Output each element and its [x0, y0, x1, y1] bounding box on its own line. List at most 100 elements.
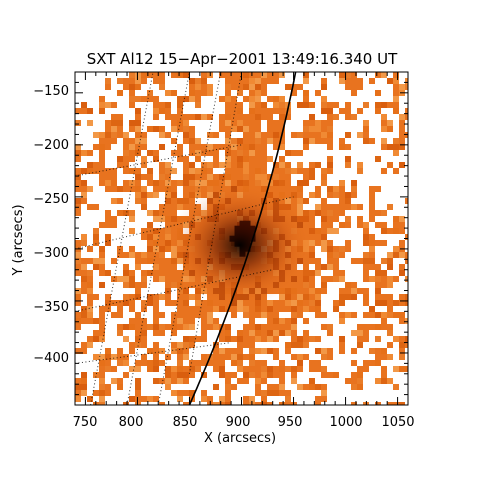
- image-pixel: [249, 144, 255, 150]
- image-pixel: [261, 402, 267, 405]
- image-pixel: [219, 396, 225, 402]
- image-pixel: [243, 306, 249, 312]
- image-pixel: [105, 300, 111, 306]
- missing-pixel: [141, 126, 147, 132]
- missing-pixel: [111, 150, 123, 156]
- missing-pixel: [105, 150, 111, 162]
- missing-pixel: [345, 120, 351, 126]
- missing-pixel: [345, 186, 351, 192]
- missing-pixel: [195, 372, 201, 378]
- image-pixel: [135, 198, 141, 204]
- image-pixel: [195, 78, 201, 84]
- image-pixel: [207, 84, 213, 90]
- missing-pixel: [117, 228, 129, 234]
- image-pixel: [207, 90, 213, 96]
- image-pixel: [243, 168, 249, 174]
- image-pixel: [183, 174, 189, 180]
- image-pixel: [237, 354, 243, 360]
- image-pixel: [147, 222, 153, 228]
- image-pixel: [129, 180, 135, 186]
- missing-pixel: [381, 264, 387, 270]
- image-pixel: [399, 354, 405, 360]
- image-pixel: [75, 174, 81, 180]
- image-pixel: [303, 216, 309, 222]
- image-pixel: [357, 384, 363, 390]
- image-pixel: [189, 90, 195, 96]
- image-pixel: [303, 78, 309, 84]
- image-pixel: [225, 324, 231, 330]
- missing-pixel: [405, 186, 408, 198]
- missing-pixel: [75, 342, 81, 348]
- image-pixel: [213, 384, 219, 390]
- missing-pixel: [333, 96, 339, 102]
- x-tick-labels: 750 800 850 900 950 1000 1050: [73, 415, 415, 430]
- image-pixel: [177, 198, 183, 204]
- image-pixel: [129, 120, 135, 126]
- image-pixel: [309, 126, 315, 132]
- image-pixel: [81, 168, 87, 174]
- missing-pixel: [75, 354, 81, 360]
- missing-pixel: [81, 366, 87, 372]
- missing-pixel: [333, 108, 339, 114]
- image-pixel: [345, 282, 351, 288]
- missing-pixel: [135, 90, 141, 96]
- missing-pixel: [345, 342, 351, 348]
- missing-pixel: [105, 246, 117, 258]
- missing-pixel: [351, 174, 363, 180]
- missing-pixel: [327, 402, 333, 405]
- missing-pixel: [111, 288, 123, 300]
- missing-pixel: [87, 90, 93, 96]
- missing-pixel: [129, 234, 141, 246]
- missing-pixel: [405, 390, 408, 396]
- missing-pixel: [117, 168, 123, 174]
- missing-pixel: [363, 216, 369, 222]
- image-pixel: [267, 330, 273, 336]
- image-pixel: [309, 174, 315, 180]
- missing-pixel: [405, 162, 408, 168]
- missing-pixel: [93, 78, 105, 90]
- image-pixel: [117, 360, 123, 366]
- missing-pixel: [243, 360, 249, 366]
- missing-pixel: [297, 156, 309, 162]
- image-pixel: [309, 336, 315, 342]
- image-pixel: [153, 180, 159, 186]
- missing-pixel: [291, 78, 303, 84]
- missing-pixel: [147, 132, 159, 138]
- image-pixel: [387, 378, 393, 384]
- missing-pixel: [111, 318, 117, 324]
- missing-pixel: [213, 396, 219, 402]
- missing-pixel: [351, 324, 357, 330]
- missing-pixel: [321, 186, 327, 198]
- missing-pixel: [279, 312, 291, 318]
- missing-pixel: [135, 354, 141, 360]
- image-pixel: [399, 312, 405, 318]
- missing-pixel: [387, 270, 399, 276]
- image-pixel: [333, 252, 339, 258]
- image-pixel: [135, 384, 141, 390]
- image-pixel: [153, 210, 159, 216]
- missing-pixel: [93, 108, 99, 120]
- missing-pixel: [393, 306, 405, 312]
- image-pixel: [183, 126, 189, 132]
- image-pixel: [135, 402, 141, 405]
- image-pixel: [147, 210, 153, 216]
- image-pixel: [87, 288, 93, 294]
- image-pixel: [243, 174, 249, 180]
- image-pixel: [147, 126, 153, 132]
- missing-pixel: [81, 114, 93, 120]
- image-pixel: [375, 108, 381, 114]
- missing-pixel: [237, 312, 243, 318]
- image-pixel: [153, 192, 159, 198]
- image-pixel: [351, 294, 357, 300]
- image-pixel: [243, 312, 249, 318]
- image-pixel: [117, 276, 123, 282]
- image-pixel: [261, 180, 267, 186]
- image-pixel: [285, 168, 291, 174]
- missing-pixel: [351, 162, 357, 174]
- image-pixel: [303, 276, 309, 282]
- image-pixel: [405, 318, 408, 324]
- image-pixel: [321, 102, 327, 108]
- image-pixel: [405, 294, 408, 300]
- missing-pixel: [321, 144, 327, 150]
